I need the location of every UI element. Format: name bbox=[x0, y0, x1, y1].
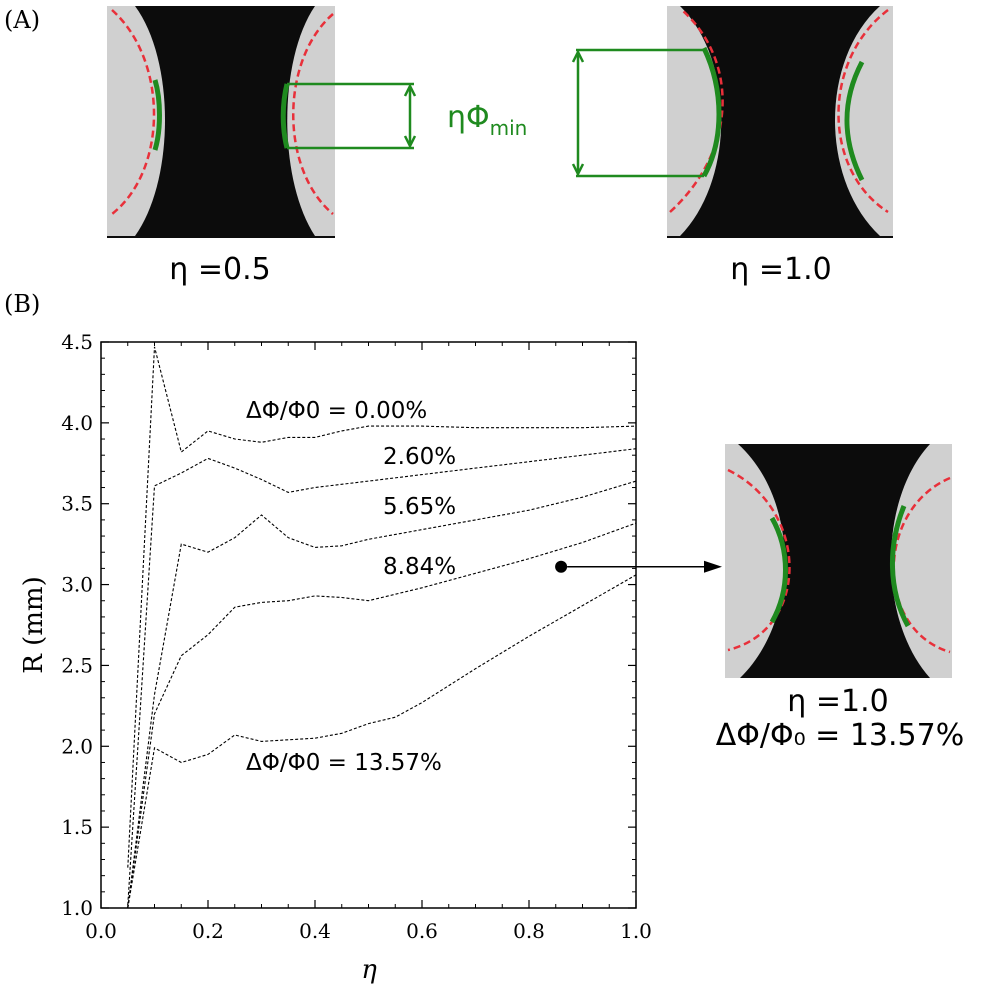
x-tick-label: 0.4 bbox=[299, 919, 331, 943]
marker-point bbox=[555, 560, 568, 573]
plot-frame bbox=[100, 341, 637, 909]
y-tick-label: 4.0 bbox=[61, 411, 93, 435]
series-line-0 bbox=[127, 346, 637, 868]
photo-eta-1-0 bbox=[667, 6, 893, 238]
series-label-1: 2.60% bbox=[383, 444, 456, 470]
annotation-eta-phi-min: ηΦmin bbox=[447, 100, 527, 140]
inset-caption-delta-phi: ΔΦ/Φ₀ = 13.57% bbox=[715, 718, 965, 753]
x-tick-label: 0.8 bbox=[513, 919, 545, 943]
series-line-4 bbox=[127, 574, 637, 909]
caption-eta-0-5: η =0.5 bbox=[169, 252, 271, 287]
series-label-2: 5.65% bbox=[383, 494, 456, 520]
y-tick-label: 4.5 bbox=[61, 330, 93, 354]
x-tick-label: 0.2 bbox=[192, 919, 224, 943]
inset-photo bbox=[725, 444, 952, 678]
y-tick-label: 2.5 bbox=[61, 653, 93, 677]
x-tick-label: 1.0 bbox=[620, 919, 652, 943]
y-axis-label: R (mm) bbox=[19, 576, 49, 673]
panel-a-images: ηΦmin bbox=[107, 6, 893, 238]
panel-b-label: (B) bbox=[4, 290, 41, 318]
caption-eta-1-0: η =1.0 bbox=[730, 252, 832, 287]
panel-a-label: (A) bbox=[4, 6, 41, 34]
y-tick-label: 1.5 bbox=[61, 815, 93, 839]
series-label-4: ΔΦ/Φ0 = 13.57% bbox=[246, 750, 442, 776]
series-line-2 bbox=[127, 480, 637, 909]
y-tick-label: 1.0 bbox=[61, 896, 93, 920]
inset-caption-eta: η =1.0 bbox=[787, 684, 889, 719]
x-tick-label: 0.6 bbox=[406, 919, 438, 943]
x-tick-label: 0.0 bbox=[85, 919, 117, 943]
series-label-0: ΔΦ/Φ0 = 0.00% bbox=[246, 398, 427, 424]
series-line-1 bbox=[127, 448, 637, 905]
y-tick-label: 3.0 bbox=[61, 573, 93, 597]
y-tick-label: 2.0 bbox=[61, 734, 93, 758]
bracket-left bbox=[287, 82, 417, 150]
series-line-3 bbox=[127, 522, 637, 909]
y-tick-label: 3.5 bbox=[61, 492, 93, 516]
x-axis-label: η bbox=[361, 955, 377, 985]
bracket-right bbox=[571, 48, 704, 178]
marker-arrowhead bbox=[704, 560, 722, 573]
series-label-3: 8.84% bbox=[383, 554, 456, 580]
photo-eta-0-5 bbox=[107, 6, 335, 238]
